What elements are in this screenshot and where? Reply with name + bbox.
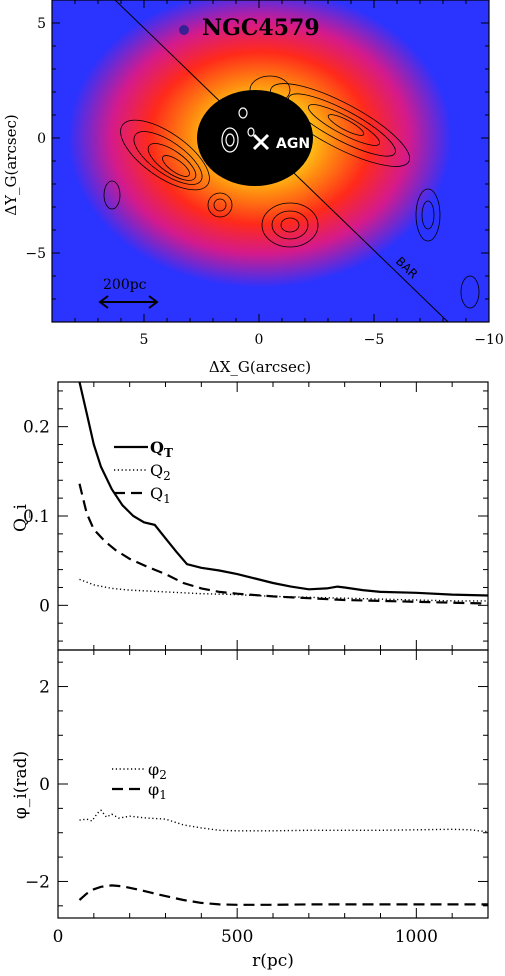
scale-label: 200pc [103, 277, 147, 293]
image-panel: AGN NGC4579 BAR 200pc [52, 0, 489, 322]
image-xtick-label: −10 [474, 332, 504, 348]
chart-q-tick-labels: 0 0.1 0.2 [23, 418, 50, 617]
chart-phi-series [78, 809, 489, 906]
image-ytick-label: 0 [37, 131, 46, 147]
ytick-label: 0 [39, 596, 50, 616]
chart-phi-ylabel: φ_i(rad) [11, 751, 31, 819]
legend-label: Q1 [150, 484, 171, 506]
image-xtick-label: −5 [364, 332, 385, 348]
chart-q-ticks [57, 382, 489, 650]
series-line-Q_T [78, 381, 489, 597]
image-title: NGC4579 [202, 15, 320, 41]
image-ytick-label: −5 [25, 246, 46, 262]
chart-phi-frame [57, 649, 489, 919]
image-xtick-label: 0 [255, 332, 264, 348]
legend-label: Q2 [150, 461, 171, 483]
ytick-label: −2 [25, 872, 50, 892]
image-xtick-label: 5 [140, 332, 149, 348]
xtick-label: 0 [53, 927, 64, 947]
image-ytick-label: 5 [37, 16, 46, 32]
xtick-label: 500 [221, 927, 253, 947]
bar-axis-line [114, 0, 449, 322]
image-ticks [51, 0, 490, 323]
image-ylabel: ΔY_G(arcsec) [2, 114, 20, 215]
ytick-label: 0 [39, 775, 50, 795]
chart-q-series [78, 381, 489, 605]
ytick-label: 2 [39, 678, 50, 698]
legend-label: φ1 [148, 780, 167, 802]
legend-label: QT [150, 438, 173, 460]
chart-q-frame [57, 381, 489, 651]
agn-marker [252, 133, 270, 151]
dark-spot [179, 25, 189, 35]
chart-phi-xlabel: r(pc) [252, 951, 294, 971]
image-tick-labels: 5 0 −5 −10 5 0 −5 [25, 16, 503, 348]
agn-label: AGN [276, 136, 310, 152]
series-line-φ_1 [78, 884, 488, 906]
scale-arrow [98, 295, 159, 309]
chart-phi-tick-labels: −2 0 2 0 500 1000 [25, 678, 438, 947]
chart-q-ylabel: Q_i [11, 504, 31, 532]
contours [103, 75, 480, 309]
ytick-label: 0.1 [23, 507, 50, 527]
white-contours [221, 107, 255, 153]
series-line-Q_1 [78, 483, 489, 605]
legend-label: φ2 [148, 760, 167, 782]
xtick-label: 1000 [395, 927, 438, 947]
chart-phi-ticks [57, 650, 489, 918]
ytick-label: 0.2 [23, 418, 50, 438]
image-xlabel: ΔX_G(arcsec) [209, 358, 311, 376]
series-line-φ_2 [79, 809, 489, 833]
